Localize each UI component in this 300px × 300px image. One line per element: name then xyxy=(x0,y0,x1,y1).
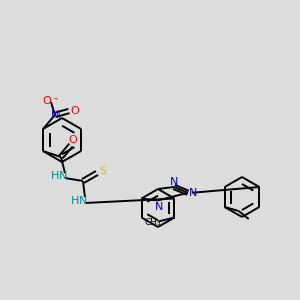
Text: H: H xyxy=(71,196,79,206)
Text: N: N xyxy=(189,188,197,198)
Text: N: N xyxy=(155,202,164,212)
Text: S: S xyxy=(99,166,106,176)
Text: N: N xyxy=(51,110,59,120)
Text: O: O xyxy=(70,106,79,116)
Text: CH₃: CH₃ xyxy=(144,218,161,227)
Text: N: N xyxy=(79,196,87,206)
Text: N: N xyxy=(170,177,178,187)
Text: -: - xyxy=(54,93,58,103)
Text: O: O xyxy=(43,96,51,106)
Text: N: N xyxy=(59,171,67,181)
Text: +: + xyxy=(56,112,62,121)
Text: O: O xyxy=(69,135,77,145)
Text: H: H xyxy=(51,171,59,181)
